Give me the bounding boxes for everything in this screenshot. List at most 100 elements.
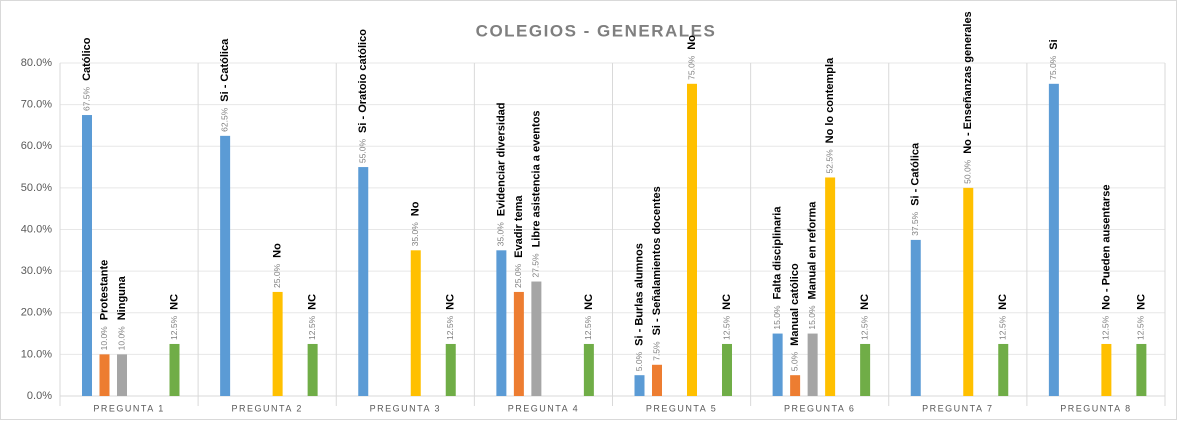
bar — [82, 115, 92, 396]
bar-label: NC — [997, 294, 1009, 310]
value-label: 12.5% — [445, 315, 455, 340]
bar-label: Falta disciplinaria — [772, 206, 784, 300]
x-tick-label: PREGUNTA 5 — [646, 403, 717, 413]
bar — [496, 250, 507, 396]
bar — [772, 333, 783, 396]
value-label: 35.0% — [410, 222, 420, 247]
y-tick-label: 20.0% — [21, 307, 52, 319]
value-label: 52.5% — [824, 149, 834, 174]
value-label: 15.0% — [772, 305, 782, 330]
y-tick-label: 80.0% — [21, 57, 52, 69]
y-tick-label: 30.0% — [21, 265, 52, 277]
x-tick-label: PREGUNTA 1 — [93, 403, 164, 413]
bar-label: Si - Señalamientos docentes — [651, 186, 663, 335]
bar-label: Si — [1048, 39, 1060, 49]
value-label: 12.5% — [583, 315, 593, 340]
bar — [963, 187, 974, 396]
bar — [445, 343, 456, 396]
bar — [513, 291, 524, 396]
bar-label: Evidenciar diversidad — [495, 102, 507, 216]
bar — [910, 239, 921, 396]
bar-label: Ninguna — [116, 275, 128, 320]
bar — [1101, 343, 1112, 396]
value-label: 7.5% — [651, 341, 661, 361]
value-label: 10.0% — [116, 326, 126, 351]
y-tick-label: 70.0% — [21, 99, 52, 111]
bar — [169, 343, 180, 396]
bar — [1136, 343, 1147, 396]
bar — [860, 343, 871, 396]
bar-label: Si - Católica — [219, 38, 231, 102]
bar-label: NC — [1135, 294, 1147, 310]
y-tick-label: 60.0% — [21, 140, 52, 152]
value-label: 12.5% — [1101, 315, 1111, 340]
bar — [1048, 83, 1059, 396]
x-tick-label: PREGUNTA 4 — [508, 403, 579, 413]
y-tick-label: 10.0% — [21, 348, 52, 360]
bar — [583, 343, 594, 396]
x-tick-label: PREGUNTA 2 — [232, 403, 303, 413]
value-label: 12.5% — [1136, 315, 1146, 340]
y-tick-label: 50.0% — [21, 182, 52, 194]
value-label: 75.0% — [686, 55, 696, 80]
bar — [99, 354, 110, 396]
value-label: 62.5% — [219, 107, 229, 132]
value-label: 35.0% — [496, 222, 506, 247]
value-label: 15.0% — [807, 305, 817, 330]
bar — [410, 250, 421, 396]
bar-label: No — [686, 35, 698, 50]
chart-title: COLEGIOS - GENERALES — [476, 21, 717, 40]
value-label: 67.5% — [81, 86, 91, 111]
value-label: 25.0% — [272, 263, 282, 288]
value-label: 37.5% — [910, 211, 920, 236]
bar — [531, 281, 542, 396]
x-tick-label: PREGUNTA 7 — [922, 403, 993, 413]
bar-label: Manual católico — [789, 263, 801, 346]
bar-label: NC — [859, 294, 871, 310]
value-label: 55.0% — [358, 139, 368, 164]
bar-label: NC — [721, 294, 733, 310]
value-label: 5.0% — [789, 351, 799, 371]
value-label: 12.5% — [721, 315, 731, 340]
bar — [117, 354, 127, 396]
bar-label: No - Pueden ausentarse — [1100, 185, 1112, 310]
value-label: 12.5% — [998, 315, 1008, 340]
bar-label: No - Enseñanzas generales — [962, 11, 974, 153]
value-label: 5.0% — [634, 351, 644, 371]
y-tick-label: 40.0% — [21, 223, 52, 235]
value-label: 25.0% — [513, 263, 523, 288]
bar-label: No — [272, 243, 284, 258]
value-label: 27.5% — [531, 253, 541, 278]
bar-label: Protestante — [98, 260, 110, 321]
bar-label: NC — [445, 294, 457, 310]
bar-label: Libre asistencia a eventos — [530, 110, 542, 247]
bar-label: Si - Oratoio católico — [357, 29, 369, 133]
bar — [825, 177, 836, 396]
x-tick-label: PREGUNTA 3 — [370, 403, 441, 413]
x-tick-label: PREGUNTA 8 — [1060, 403, 1131, 413]
value-label: 12.5% — [859, 315, 869, 340]
bar-label: No lo contempla — [824, 57, 836, 143]
bar — [634, 375, 645, 396]
x-tick-label: PREGUNTA 6 — [784, 403, 855, 413]
bar — [220, 135, 231, 396]
bar — [358, 167, 369, 396]
bar-label: Evadir tema — [513, 195, 525, 258]
value-label: 50.0% — [963, 159, 973, 184]
bar — [807, 333, 818, 396]
value-label: 10.0% — [99, 326, 109, 351]
value-label: 75.0% — [1048, 55, 1058, 80]
bar-label: NC — [168, 294, 180, 310]
bar — [790, 375, 801, 396]
bar-label: Manual en reforma — [807, 201, 819, 300]
bar — [652, 364, 662, 396]
y-tick-label: 0.0% — [27, 390, 52, 402]
value-label: 12.5% — [307, 315, 317, 340]
bar — [687, 83, 697, 396]
bar-label: NC — [583, 294, 595, 310]
bar — [998, 343, 1009, 396]
bar-label: No — [410, 201, 422, 216]
bar — [722, 343, 732, 396]
bar-label: NC — [307, 294, 319, 310]
